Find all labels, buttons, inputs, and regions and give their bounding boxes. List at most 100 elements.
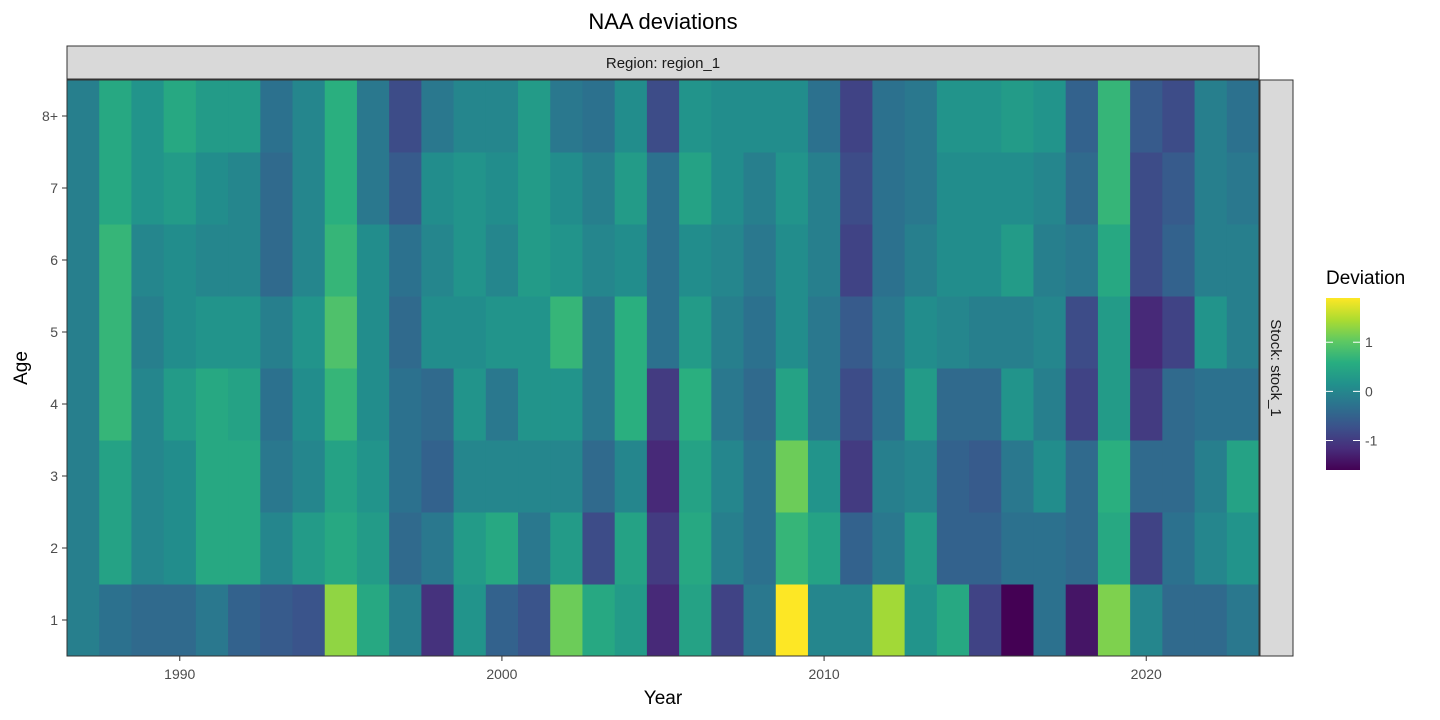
heatmap-cell xyxy=(195,368,229,441)
heatmap-cell xyxy=(1194,296,1228,369)
heatmap-cell xyxy=(743,224,777,297)
heatmap-cell xyxy=(356,368,390,441)
heatmap-cell xyxy=(711,152,745,225)
heatmap-cell xyxy=(1033,368,1067,441)
legend: Deviation 1 0 -1 xyxy=(1326,268,1405,470)
heatmap-cell xyxy=(324,152,358,225)
heatmap-cell xyxy=(1194,152,1228,225)
heatmap-cell xyxy=(324,224,358,297)
heatmap-cell xyxy=(1130,80,1163,153)
legend-label: 1 xyxy=(1365,334,1373,350)
heatmap-cell xyxy=(453,152,487,225)
heatmap-cell xyxy=(807,80,841,153)
heatmap-cell xyxy=(485,584,519,657)
heatmap-cell xyxy=(1130,368,1163,441)
heatmap-cell xyxy=(775,296,809,369)
heatmap-cell xyxy=(646,224,680,297)
heatmap-cell xyxy=(163,512,197,585)
heatmap-cell xyxy=(131,584,165,657)
heatmap-cell xyxy=(324,512,358,585)
heatmap-cell xyxy=(807,368,841,441)
heatmap-cell xyxy=(1194,368,1228,441)
heatmap-cell xyxy=(679,80,712,153)
heatmap-cell xyxy=(67,80,100,153)
heatmap-cell xyxy=(1001,296,1034,369)
heatmap-cell xyxy=(1033,296,1067,369)
heatmap-cell xyxy=(453,296,487,369)
heatmap-cell xyxy=(936,368,970,441)
heatmap-cell xyxy=(550,512,583,585)
heatmap-cell xyxy=(389,224,422,297)
y-tick-label: 8+ xyxy=(42,108,58,124)
heatmap-cell xyxy=(679,368,712,441)
heatmap-cell xyxy=(67,224,100,297)
heatmap-cell xyxy=(1065,440,1099,513)
y-axis: 1 2 3 4 5 6 7 8+ xyxy=(42,108,67,628)
heatmap-cell xyxy=(743,80,777,153)
heatmap-cell xyxy=(743,440,777,513)
heatmap-cell xyxy=(421,80,455,153)
heatmap-cell xyxy=(582,296,616,369)
heatmap-cell xyxy=(1130,512,1163,585)
heatmap-cell xyxy=(260,512,294,585)
heatmap-cell xyxy=(614,80,648,153)
heatmap-cell xyxy=(969,512,1002,585)
heatmap-cell xyxy=(518,584,551,657)
heatmap-cell xyxy=(131,152,165,225)
heatmap-cell xyxy=(646,512,680,585)
heatmap-cell xyxy=(1162,368,1196,441)
heatmap-cell xyxy=(453,80,487,153)
heatmap-cell xyxy=(1065,584,1099,657)
heatmap-cell xyxy=(775,584,809,657)
y-tick-label: 7 xyxy=(50,180,58,196)
heatmap-cell xyxy=(646,440,680,513)
heatmap-cell xyxy=(421,584,455,657)
heatmap-cell xyxy=(904,512,938,585)
heatmap-cell xyxy=(840,224,873,297)
heatmap-cell xyxy=(99,440,132,513)
heatmap-cell xyxy=(260,584,294,657)
heatmap-cell xyxy=(67,512,100,585)
heatmap-cell xyxy=(582,80,616,153)
heatmap-cell xyxy=(67,296,100,369)
heatmap-cell xyxy=(389,80,422,153)
heatmap-cell xyxy=(485,368,519,441)
heatmap-cell xyxy=(743,152,777,225)
y-tick-label: 3 xyxy=(50,468,58,484)
heatmap-cell xyxy=(195,80,229,153)
heatmap-cell xyxy=(582,368,616,441)
heatmap-cell xyxy=(421,368,455,441)
heatmap-cell xyxy=(872,440,906,513)
heatmap-cell xyxy=(711,224,745,297)
heatmap-cell xyxy=(356,296,390,369)
heatmap-cell xyxy=(840,368,873,441)
heatmap-cell xyxy=(228,512,261,585)
heatmap-cell xyxy=(775,512,809,585)
heatmap-cell xyxy=(775,224,809,297)
heatmap-cell xyxy=(969,224,1002,297)
heatmap-cell xyxy=(1097,368,1131,441)
heatmap-cell xyxy=(1130,584,1163,657)
heatmap-cell xyxy=(163,440,197,513)
heatmap-cell xyxy=(518,512,551,585)
heatmap-cell xyxy=(1065,224,1099,297)
heatmap-cell xyxy=(711,368,745,441)
heatmap-cell xyxy=(292,512,326,585)
heatmap-cell xyxy=(453,440,487,513)
heatmap-cell xyxy=(131,368,165,441)
heatmap-cell xyxy=(228,584,261,657)
heatmap-cell xyxy=(969,296,1002,369)
heatmap-cell xyxy=(614,512,648,585)
heatmap-cell xyxy=(292,80,326,153)
heatmap-cell xyxy=(904,152,938,225)
heatmap-cell xyxy=(872,152,906,225)
heatmap-cell xyxy=(260,368,294,441)
heatmap-cell xyxy=(807,224,841,297)
heatmap-cell xyxy=(67,368,100,441)
heatmap-cell xyxy=(389,368,422,441)
heatmap-cell xyxy=(775,368,809,441)
heatmap-cell xyxy=(356,584,390,657)
heatmap-cell xyxy=(936,584,970,657)
heatmap-cell xyxy=(679,152,712,225)
heatmap-cell xyxy=(904,368,938,441)
